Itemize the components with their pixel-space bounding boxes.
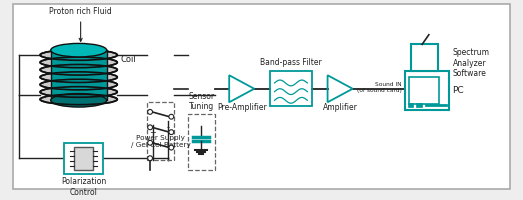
Ellipse shape xyxy=(40,64,117,75)
Text: Pre-Amplifier: Pre-Amplifier xyxy=(217,103,267,112)
Ellipse shape xyxy=(147,125,153,130)
Bar xyxy=(408,77,439,104)
Ellipse shape xyxy=(147,156,153,161)
Bar xyxy=(416,103,422,107)
Bar xyxy=(64,143,103,174)
Text: Sound IN
(of sound card): Sound IN (of sound card) xyxy=(357,82,402,93)
Ellipse shape xyxy=(169,145,174,150)
Bar xyxy=(74,147,93,170)
Text: +: + xyxy=(150,128,156,137)
Ellipse shape xyxy=(40,50,117,60)
Text: Coil: Coil xyxy=(120,55,136,64)
Ellipse shape xyxy=(147,109,153,114)
Ellipse shape xyxy=(40,72,117,82)
Ellipse shape xyxy=(169,114,174,119)
Bar xyxy=(188,114,215,170)
Bar xyxy=(270,71,312,106)
Ellipse shape xyxy=(40,57,117,68)
Text: Spectrum
Analyzer
Software: Spectrum Analyzer Software xyxy=(453,48,490,78)
Ellipse shape xyxy=(51,94,107,107)
Bar xyxy=(405,71,449,110)
Ellipse shape xyxy=(40,87,117,97)
Text: Band-pass Filter: Band-pass Filter xyxy=(260,58,322,67)
Bar xyxy=(411,44,438,71)
Bar xyxy=(147,102,174,160)
Text: Sensor
Tuning: Sensor Tuning xyxy=(188,92,214,111)
Bar xyxy=(51,50,107,100)
Ellipse shape xyxy=(147,140,153,145)
Ellipse shape xyxy=(169,130,174,135)
Ellipse shape xyxy=(40,79,117,90)
Text: Polarization
Control: Polarization Control xyxy=(61,177,106,197)
Text: Proton rich Fluid: Proton rich Fluid xyxy=(49,7,112,41)
Ellipse shape xyxy=(40,94,117,105)
Text: PC: PC xyxy=(452,86,463,95)
Text: Amplifier: Amplifier xyxy=(323,103,358,112)
Ellipse shape xyxy=(51,43,107,57)
Text: -: - xyxy=(167,123,170,132)
Bar xyxy=(407,103,413,107)
Text: Power Supply
/ Gel Cel Battery: Power Supply / Gel Cel Battery xyxy=(131,135,190,148)
